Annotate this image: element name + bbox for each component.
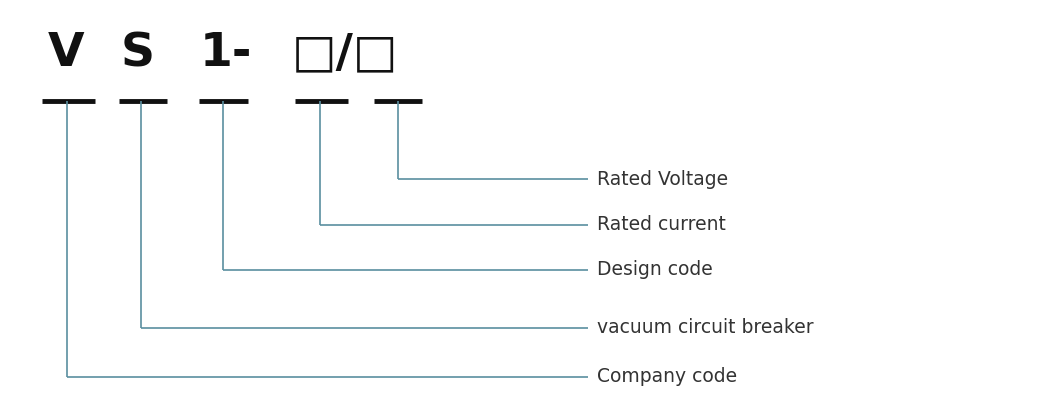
Text: Company code: Company code bbox=[597, 368, 737, 386]
Text: S: S bbox=[121, 31, 155, 76]
Text: Rated current: Rated current bbox=[597, 215, 726, 234]
Text: □/□: □/□ bbox=[292, 31, 398, 76]
Text: V: V bbox=[48, 31, 85, 76]
Text: Rated Voltage: Rated Voltage bbox=[597, 170, 728, 189]
Text: 1-: 1- bbox=[199, 31, 252, 76]
Text: vacuum circuit breaker: vacuum circuit breaker bbox=[597, 318, 813, 337]
Text: Design code: Design code bbox=[597, 260, 712, 279]
